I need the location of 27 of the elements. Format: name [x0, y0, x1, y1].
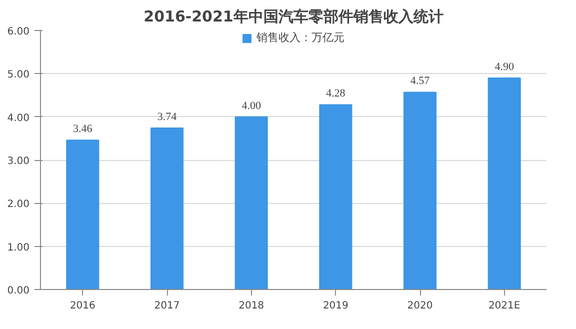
y-tick-label: 3.00 [7, 156, 30, 167]
bar [488, 77, 521, 290]
y-tick-label: 2.00 [7, 199, 30, 210]
x-tick-label: 2019 [322, 300, 348, 312]
bar [150, 128, 184, 290]
y-tick-label: 0.00 [7, 286, 30, 296]
data-label: 4.28 [326, 88, 346, 100]
y-tick-label: 1.00 [7, 242, 30, 254]
x-tick-label: 2016 [70, 300, 96, 312]
y-tick-label: 5.00 [7, 70, 30, 81]
data-label: 4.90 [494, 60, 514, 73]
data-label: 3.74 [157, 111, 178, 124]
x-tick-label: 2020 [407, 300, 433, 312]
x-tick-label: 2017 [154, 300, 180, 312]
bar [403, 92, 437, 290]
legend-label: 销售收入：万亿元 [256, 30, 344, 45]
y-tick-label: 6.00 [7, 26, 30, 38]
y-tick-label: 4.00 [7, 112, 30, 124]
data-label: 4.57 [410, 75, 430, 88]
bar [66, 140, 100, 290]
x-tick-label: 2021E [488, 300, 520, 312]
chart-title: 2016-2021年中国汽车零部件销售收入统计 [144, 8, 444, 26]
data-label: 4.00 [242, 100, 262, 112]
bar [319, 104, 352, 290]
data-label: 3.46 [73, 123, 93, 136]
bar [234, 116, 268, 290]
x-tick-label: 2018 [238, 300, 264, 312]
